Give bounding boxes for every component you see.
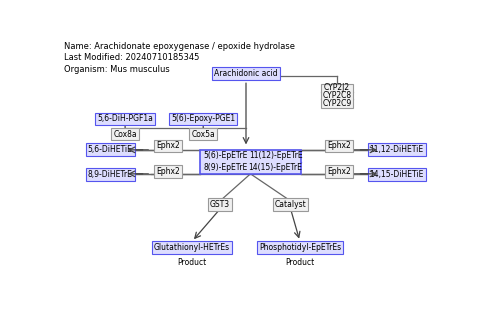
Text: 5,6-DiH-PGF1a: 5,6-DiH-PGF1a <box>97 114 153 123</box>
Text: Cox5a: Cox5a <box>192 130 215 138</box>
Text: CYP2C8: CYP2C8 <box>323 91 352 100</box>
Text: 8,9-DiHETrE: 8,9-DiHETrE <box>88 170 132 179</box>
Text: Ephx2: Ephx2 <box>156 141 180 151</box>
Text: Product: Product <box>178 258 207 267</box>
FancyBboxPatch shape <box>321 84 353 108</box>
Text: CYP2J2: CYP2J2 <box>324 83 350 92</box>
Text: GST3: GST3 <box>210 200 230 209</box>
Text: 11,12-DiHETiE: 11,12-DiHETiE <box>370 145 424 154</box>
Text: Ephx2: Ephx2 <box>327 141 351 151</box>
Text: 11(12)-EpETrE: 11(12)-EpETrE <box>249 151 302 160</box>
Text: 5(6)-EpETrE: 5(6)-EpETrE <box>203 151 248 160</box>
Text: 5,6-DiHETiE: 5,6-DiHETiE <box>88 145 132 154</box>
Text: 5(6)-Epoxy-PGE1: 5(6)-Epoxy-PGE1 <box>171 114 235 123</box>
Text: Catalyst: Catalyst <box>275 200 307 209</box>
Text: Ephx2: Ephx2 <box>156 167 180 176</box>
Text: Product: Product <box>285 258 314 267</box>
Text: Organism: Mus musculus: Organism: Mus musculus <box>64 65 169 73</box>
Text: Arachidonic acid: Arachidonic acid <box>214 69 278 78</box>
Text: 8(9)-EpETrE: 8(9)-EpETrE <box>203 163 248 172</box>
Text: Ephx2: Ephx2 <box>327 167 351 176</box>
FancyBboxPatch shape <box>200 150 300 174</box>
Text: Cox8a: Cox8a <box>113 130 137 138</box>
Text: Last Modified: 20240710185345: Last Modified: 20240710185345 <box>64 53 199 62</box>
Text: Glutathionyl-HETrEs: Glutathionyl-HETrEs <box>154 243 230 252</box>
Text: Phosphotidyl-EpETrEs: Phosphotidyl-EpETrEs <box>259 243 341 252</box>
Text: CYP2C9: CYP2C9 <box>323 99 352 108</box>
Text: Name: Arachidonate epoxygenase / epoxide hydrolase: Name: Arachidonate epoxygenase / epoxide… <box>64 42 295 51</box>
Text: 14(15)-EpETrE: 14(15)-EpETrE <box>249 163 302 172</box>
Text: 14,15-DiHETiE: 14,15-DiHETiE <box>370 170 424 179</box>
